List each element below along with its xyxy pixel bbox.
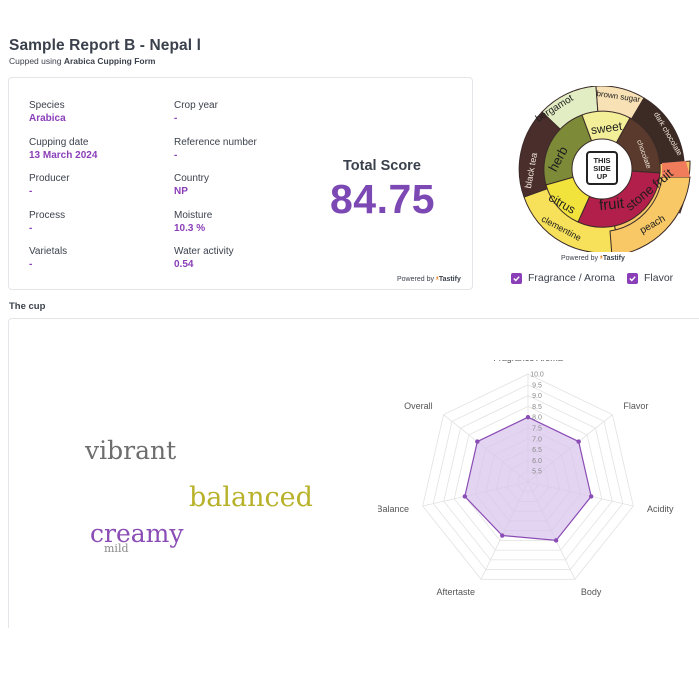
cupping-date-label: Cupping date [29,137,89,148]
producer-label: Producer [29,173,70,184]
radar-point [525,415,531,420]
powered-by-tastify: Powered by ᵜTastify [397,276,461,283]
radar-grid-ring [443,395,613,561]
word-cloud-creamy: creamy [90,519,184,548]
radar-grid-ring [432,384,624,570]
species-label: Species [29,100,65,111]
radar-point [462,494,468,499]
word-cloud-vibrant: vibrant [85,436,177,465]
country-field: Country NP [174,172,209,198]
producer-field: Producer - [29,172,70,198]
radar-point [553,538,559,543]
reference-number-field: Reference number - [174,136,257,162]
report-subtitle: Cupped using Arabica Cupping Form [9,56,155,66]
crop-year-field: Crop year - [174,99,218,125]
tastify-brand: Tastify [438,276,461,283]
radar-tick-labels: 5.5 6.0 6.5 7.0 7.5 8.0 8.5 9.0 9.5 10.0 [530,372,544,476]
radar-axis-label: Fragrance Aroma [493,360,563,363]
radar-axis-label: Flavor [623,401,648,411]
radar-tick-label: 8.0 [532,415,542,422]
radar-axis-label: Aftertaste [437,587,476,597]
country-label: Country [174,173,210,184]
wheel-tastify-logo-icon: ᵜ [599,255,603,262]
wheel-label-fruit: fruit [598,195,625,215]
word-cloud-balanced: balanced [189,482,313,513]
cup-section-title: The cup [9,301,46,312]
total-score-label: Total Score [343,158,421,174]
radar-axis-label: Body [581,587,602,597]
radar-tick-label: 9.0 [532,393,542,400]
powered-by-label: Powered by [397,276,434,283]
sample-info-card: Species Arabica Crop year - Cupping date… [8,77,473,290]
species-value: Arabica [29,113,66,124]
word-cloud-mild: mild [104,542,129,555]
moisture-field: Moisture 10.3 % [174,209,212,235]
reference-number-label: Reference number [174,137,257,148]
radar-axis-labels: Fragrance Aroma Flavor Acidity Body Aftertas… [378,360,674,597]
crop-year-value: - [174,113,178,124]
legend-label-flavor: Flavor [644,272,674,284]
moisture-label: Moisture [174,210,213,221]
wheel-powered-by-label: Powered by [561,255,598,262]
radar-series-area [464,416,592,542]
radar-tick-label: 10.0 [530,372,544,379]
legend-label-fragrance-aroma: Fragrance / Aroma [528,272,615,284]
this-side-up-logo-icon [586,151,618,185]
radar-axis-label: Balance [378,504,409,514]
cupping-date-value: 13 March 2024 [29,150,98,161]
radar-series [462,415,594,543]
radar-axis-label: Overall [404,401,433,411]
radar-tick-label: 7.0 [532,436,542,443]
report-title: Sample Report B - Nepal l [9,37,201,54]
producer-value: - [29,186,33,197]
radar-point [500,533,505,538]
cupping-radar-chart: 5.5 6.0 6.5 7.0 7.5 8.0 8.5 9.0 9.5 10.0 Fragranc… [378,360,674,597]
cup-card [8,318,699,628]
reference-number-value: - [174,150,178,161]
radar-point [475,439,480,444]
moisture-value: 10.3 % [174,223,206,234]
wheel-label-sweet: sweet [590,119,624,137]
subtitle-prefix: Cupped using [9,56,62,66]
center-text-1: THIS [593,156,610,165]
radar-grid-ring [453,405,603,551]
country-value: NP [174,186,188,197]
process-field: Process - [29,209,65,235]
water-activity-field: Water activity 0.54 [174,245,234,271]
cupping-date-field: Cupping date 13 March 2024 [29,136,97,162]
process-value: - [29,223,33,234]
varietals-value: - [29,259,33,270]
crop-year-label: Crop year [174,100,218,111]
radar-tick-label: 9.5 [532,382,542,389]
center-text-2: SIDE [593,164,611,173]
flavor-wheel: THIS SIDE UP herb sweet chocolate fruit … [518,86,691,252]
radar-tick-label: 6.0 [532,458,542,465]
radar-tick-label: 5.5 [532,469,542,476]
wheel-band-peach [609,176,691,252]
center-text-3: UP [597,172,607,181]
tastify-logo-icon: ᵜ [435,276,439,283]
radar-axis-label: Acidity [647,504,674,514]
legend-flavor[interactable]: Flavor [627,272,673,284]
checkbox-checked-icon[interactable] [511,272,522,284]
varietals-field: Varietals - [29,245,67,271]
radar-tick-label: 7.5 [532,426,542,433]
radar-tick-label: 6.5 [532,447,542,454]
checkbox-checked-icon[interactable] [627,272,638,284]
radar-point [576,439,581,444]
water-activity-label: Water activity [174,246,234,257]
radar-tick-label: 8.5 [532,404,542,411]
cupping-form-name: Arabica Cupping Form [63,56,156,66]
legend-fragrance-aroma[interactable]: Fragrance / Aroma [511,272,615,284]
species-field: Species Arabica [29,99,66,125]
varietals-label: Varietals [29,246,68,257]
wheel-powered-by-tastify: Powered by ᵜTastify [561,255,625,262]
wheel-band-stone-fruit [662,161,690,177]
radar-point [588,494,594,499]
total-score-value: 84.75 [330,176,436,222]
wheel-tastify-brand: Tastify [602,255,625,262]
water-activity-value: 0.54 [174,259,194,270]
process-label: Process [29,210,66,221]
radar-grid-ring [422,373,634,580]
